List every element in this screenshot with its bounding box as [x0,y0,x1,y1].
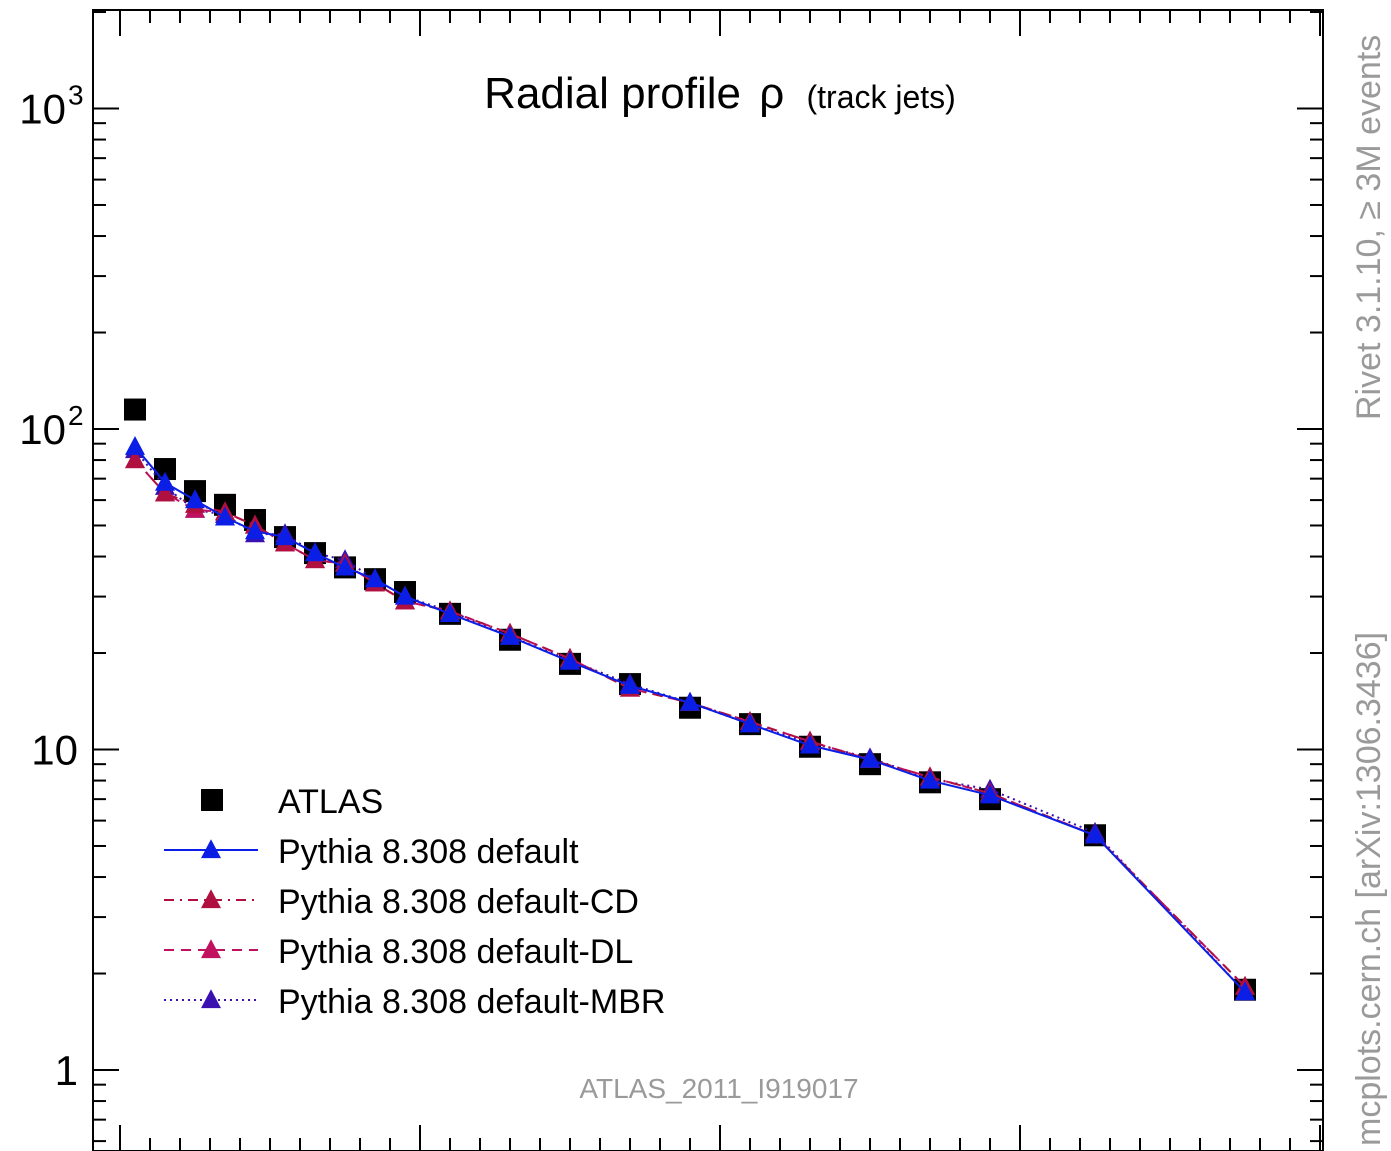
series-point [860,748,880,768]
series-point [1085,824,1105,844]
series-point [440,603,460,622]
series-point [155,471,175,491]
series-point [305,542,325,562]
series-point [800,734,820,754]
series-point [245,520,265,540]
legend-label: Pythia 8.308 default-DL [278,933,633,971]
atlas-data-point [154,458,176,481]
chart-title-suffix: (track jets) [806,79,955,115]
series-point [395,585,415,605]
series-point [920,769,940,789]
legend-label: Pythia 8.308 default-MBR [278,983,665,1021]
series-point [500,625,520,645]
series-point [155,482,175,502]
series-point [215,506,235,526]
chart-title-symbol: ρ [759,69,784,118]
series-point [680,691,700,711]
chart-title-main: Radial profile [484,69,741,118]
series-point [125,435,145,455]
legend-marker [201,989,221,1009]
atlas-data-point [124,398,146,421]
legend-marker-atlas [201,789,223,811]
y-tick-label: 10 [31,727,78,774]
series-layer [125,435,1255,1001]
legend-marker [201,939,221,959]
axis-ticks [93,10,1323,1151]
series-point [125,449,145,469]
legend-marker [201,889,221,909]
legend-label: ATLAS [278,783,383,821]
series-point [185,489,205,509]
series-point [980,784,1000,804]
series-point [560,650,580,670]
y-tick-label: 10 [19,406,66,453]
legend-marker [201,839,221,859]
y-tick-label: 10 [19,86,66,133]
series-point [335,556,355,576]
y-tick-exponent: 3 [68,80,84,111]
plot-frame [92,9,1324,1151]
y-tick-label: 1 [55,1047,78,1094]
y-tick-exponent: 2 [68,400,84,431]
series-point [1235,981,1255,1001]
analysis-watermark: ATLAS_2011_I919017 [579,1073,858,1104]
series-point [365,568,385,588]
chart-title: Radial profile ρ (track jets) [484,69,956,118]
mcplots-credit-label: mcplots.cern.ch [arXiv:1306.3436] [1350,631,1388,1146]
series-line [134,459,1246,988]
legend-label: Pythia 8.308 default [278,833,579,871]
series-line [134,446,1246,993]
legend-label: Pythia 8.308 default-CD [278,883,639,921]
legend: ATLAS Pythia 8.308 default Pythia 8.308 de… [164,783,665,1021]
series-point [275,526,295,546]
series-point [740,713,760,733]
rivet-version-label: Rivet 3.1.10, ≥ 3M events [1350,34,1388,420]
series-point [620,675,640,694]
